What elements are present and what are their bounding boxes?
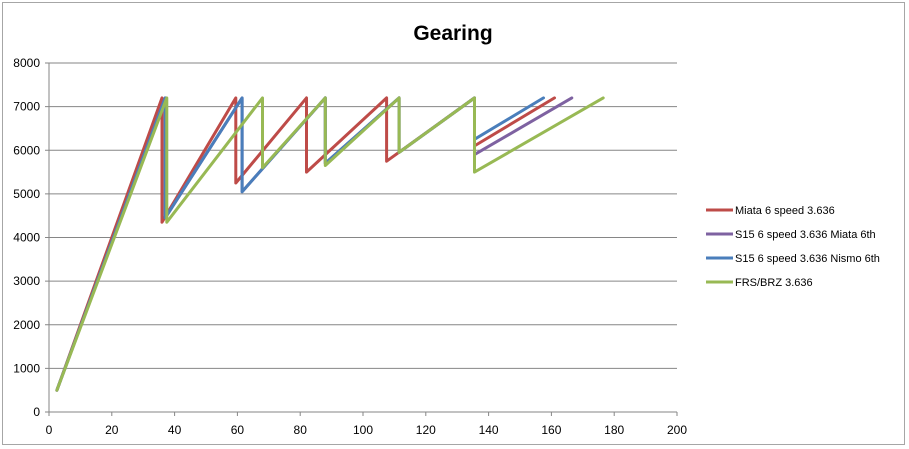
series-line-1 [55, 96, 556, 392]
x-tick-label-40: 40 [168, 423, 182, 437]
x-tick-label-180: 180 [604, 423, 624, 437]
legend: Miata 6 speed 3.636 S15 6 speed 3.636 Mia… [706, 205, 880, 289]
x-tick-label-80: 80 [294, 423, 308, 437]
x-tick-label-140: 140 [479, 423, 499, 437]
y-tick-label-7000: 7000 [13, 100, 40, 114]
y-tick-label-4000: 4000 [13, 231, 40, 245]
legend-label-3: S15 6 speed 3.636 Nismo 6th [735, 253, 880, 265]
y-tick-label-1000: 1000 [13, 361, 40, 375]
y-tick-label-0: 0 [33, 405, 40, 419]
legend-label-4: FRS/BRZ 3.636 [735, 277, 813, 289]
y-tick-label-8000: 8000 [13, 56, 40, 70]
y-tick-label-2000: 2000 [13, 318, 40, 332]
gridlines [49, 62, 677, 369]
plot-series [55, 96, 605, 392]
series-line-3 [55, 96, 545, 392]
legend-label-1: Miata 6 speed 3.636 [735, 205, 835, 217]
y-tick-label-5000: 5000 [13, 187, 40, 201]
x-tick-label-200: 200 [667, 423, 687, 437]
chart-title: Gearing [413, 22, 492, 45]
x-tick-label-60: 60 [231, 423, 245, 437]
x-tick-label-20: 20 [105, 423, 119, 437]
axes: 0 1000 2000 3000 4000 5000 6000 7000 8000 0 20 40 60… [13, 56, 687, 437]
y-tick-label-3000: 3000 [13, 274, 40, 288]
legend-label-2: S15 6 speed 3.636 Miata 6th [735, 229, 876, 241]
x-tick-label-120: 120 [416, 423, 436, 437]
x-tick-label-100: 100 [353, 423, 373, 437]
x-tick-label-160: 160 [541, 423, 561, 437]
x-tick-label-0: 0 [46, 423, 53, 437]
series-line-4 [55, 96, 605, 392]
series-line-2 [55, 96, 574, 392]
y-tick-label-6000: 6000 [13, 143, 40, 157]
